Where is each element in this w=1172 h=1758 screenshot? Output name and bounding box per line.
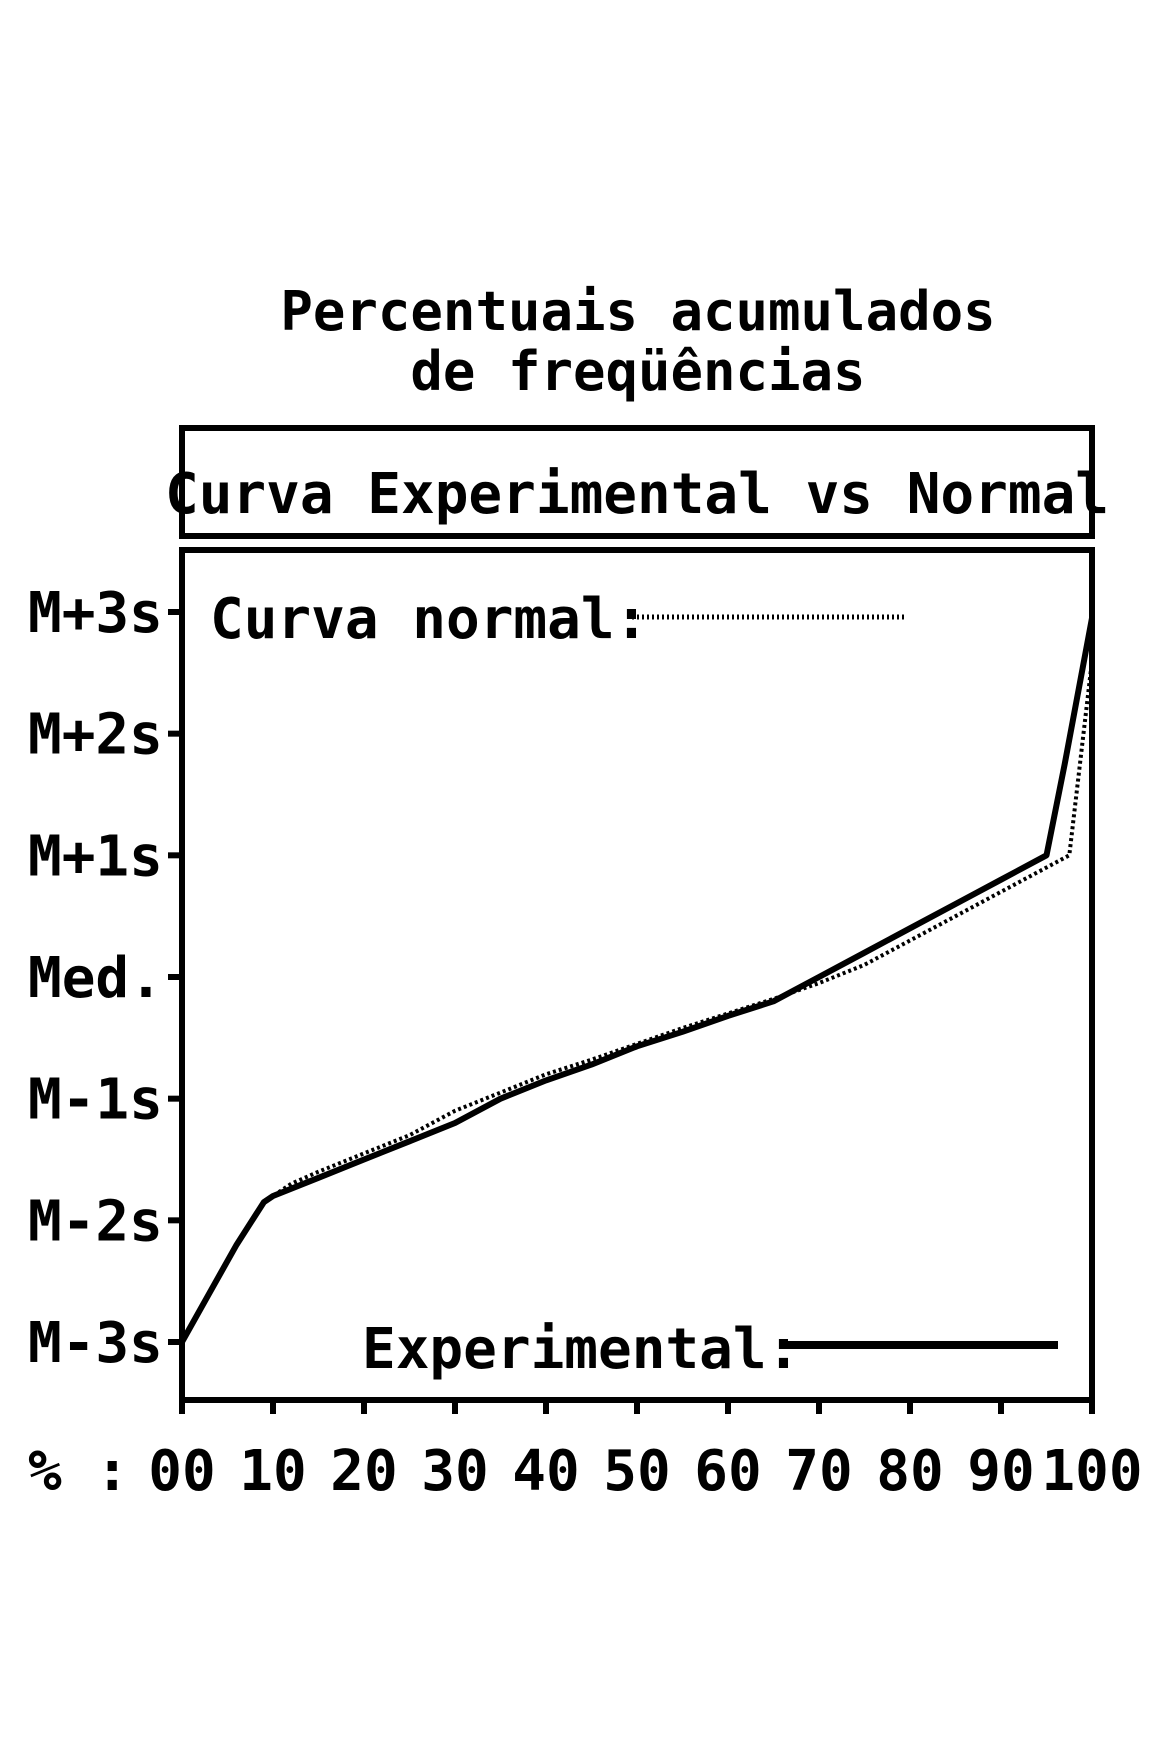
x-tick-label: 90 xyxy=(967,1439,1034,1504)
y-tick-label: M-1s xyxy=(28,1068,163,1133)
x-tick-label: 40 xyxy=(512,1439,579,1504)
x-tick-label: 60 xyxy=(694,1439,761,1504)
x-tick-label: 10 xyxy=(239,1439,306,1504)
y-tick-label: M+1s xyxy=(28,824,163,889)
y-tick-label: M-3s xyxy=(28,1311,163,1376)
chart-subtitle: Curva Experimental vs Normal xyxy=(165,462,1109,527)
y-tick-label: M+3s xyxy=(28,581,163,646)
chart-title-line1: Percentuais acumulados xyxy=(280,280,995,343)
chart-title-line2: de freqüências xyxy=(410,340,865,403)
legend-experimental-label: Experimental: xyxy=(362,1317,800,1382)
series-layer xyxy=(179,617,1095,1344)
x-axis: 00 10 20 30 40 50 60 70 80 90 100 xyxy=(148,1400,1143,1504)
y-axis: M+3s M+2s M+1s Med. M-1s M-2s M-3s xyxy=(28,581,182,1376)
subtitle-box xyxy=(179,425,1095,539)
y-tick-label: M+2s xyxy=(28,703,163,768)
x-tick-label: 100 xyxy=(1041,1439,1142,1504)
x-tick-label: 80 xyxy=(876,1439,943,1504)
x-tick-label: 50 xyxy=(603,1439,670,1504)
x-tick-label: 70 xyxy=(785,1439,852,1504)
x-tick-label: 30 xyxy=(421,1439,488,1504)
y-tick-label: Med. xyxy=(28,946,163,1011)
y-tick-label: M-2s xyxy=(28,1189,163,1254)
series-experimental-line xyxy=(179,617,1095,1344)
x-tick-label: 00 xyxy=(148,1439,215,1504)
legend-normal-label: Curva normal: xyxy=(210,587,648,652)
x-axis-prefix: % : xyxy=(28,1439,129,1504)
plot-frame xyxy=(179,547,1095,1403)
x-tick-label: 20 xyxy=(330,1439,397,1504)
